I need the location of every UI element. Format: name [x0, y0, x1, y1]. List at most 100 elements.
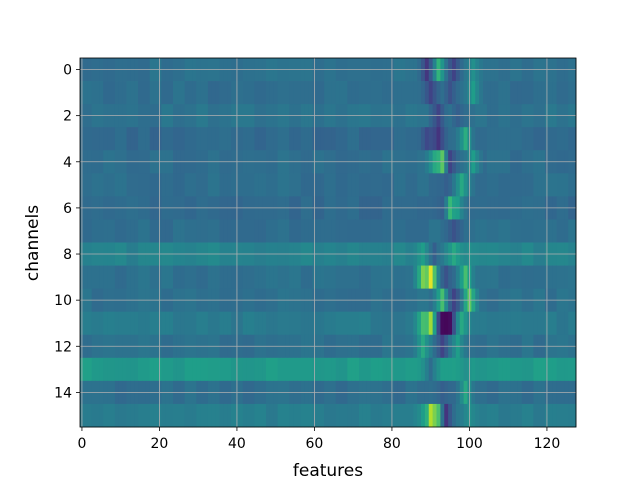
heatmap-cell [452, 311, 457, 336]
heatmap-cell [436, 219, 441, 243]
heatmap-cell [471, 311, 476, 336]
heatmap-cell [130, 403, 135, 428]
heatmap-cell [393, 81, 399, 105]
heatmap-cell [417, 265, 422, 290]
heatmap-cell [440, 357, 445, 382]
heatmap-cell [440, 81, 445, 105]
heatmap-cell [277, 265, 282, 290]
heatmap-cell [304, 311, 310, 336]
heatmap-cell [107, 311, 112, 336]
heatmap-cell [328, 357, 333, 382]
heatmap-cell [169, 127, 174, 151]
heatmap-cell [359, 357, 364, 382]
heatmap-cell [130, 81, 135, 105]
heatmap-cell [506, 81, 511, 105]
heatmap-cell [366, 311, 372, 336]
heatmap-cell [459, 403, 465, 428]
heatmap-cell [572, 173, 577, 197]
heatmap-cell [95, 403, 100, 428]
heatmap-cell [328, 311, 333, 336]
heatmap-cell [238, 311, 244, 336]
heatmap-cell [320, 403, 325, 428]
heatmap-cell [525, 403, 530, 428]
heatmap-cell [568, 81, 573, 105]
heatmap-cell [529, 173, 534, 197]
heatmap-cell [207, 311, 213, 336]
heatmap-cell [142, 173, 147, 197]
heatmap-cell [281, 265, 286, 290]
heatmap-cell [95, 127, 100, 151]
heatmap-cell [173, 127, 178, 151]
heatmap-cell [525, 173, 530, 197]
heatmap-cell [269, 265, 275, 290]
heatmap-cell [494, 265, 499, 290]
heatmap-cell [316, 311, 321, 336]
heatmap-cell [227, 219, 232, 243]
heatmap-cell [475, 81, 480, 105]
heatmap-cell [142, 403, 147, 428]
heatmap-cell [223, 403, 228, 428]
heatmap-cell [424, 311, 430, 336]
heatmap-cell [440, 219, 445, 243]
heatmap-cell [173, 403, 178, 428]
heatmap-cell [223, 311, 228, 336]
heatmap-cell [196, 127, 201, 151]
heatmap-cell [479, 403, 484, 428]
heatmap-cell [196, 219, 201, 243]
heatmap-cell [552, 403, 558, 428]
heatmap-cell [192, 311, 197, 336]
heatmap-cell [83, 357, 89, 382]
heatmap-cell [215, 81, 220, 105]
heatmap-cell [432, 403, 437, 428]
heatmap-cell [196, 173, 201, 197]
heatmap-cell [502, 265, 507, 290]
heatmap-cell [91, 81, 96, 105]
heatmap-cell [366, 357, 372, 382]
heatmap-cell [552, 127, 558, 151]
heatmap-cell [463, 311, 468, 336]
heatmap-cell [215, 403, 220, 428]
heatmap-cell [370, 403, 375, 428]
heatmap-cell [355, 127, 360, 151]
heatmap-cell [266, 357, 271, 382]
heatmap-cell [498, 81, 503, 105]
heatmap-cell [107, 403, 112, 428]
heatmap-cell [173, 357, 178, 382]
heatmap-cell [242, 127, 248, 151]
heatmap-cell [479, 219, 484, 243]
y-tick-label: 14 [54, 385, 72, 401]
heatmap-cell [242, 173, 248, 197]
heatmap-cell [165, 81, 170, 105]
heatmap-cell [145, 311, 151, 336]
heatmap-cell [510, 173, 515, 197]
heatmap-cell [537, 219, 542, 243]
heatmap-cell [324, 265, 329, 290]
heatmap-cell [134, 127, 139, 151]
heatmap-cell [87, 173, 93, 197]
heatmap-cell [463, 265, 468, 290]
heatmap-cell [521, 403, 527, 428]
heatmap-cell [118, 403, 124, 428]
heatmap-cell [111, 173, 116, 197]
heatmap-cell [207, 265, 213, 290]
heatmap-cell [556, 265, 561, 290]
heatmap-cell [382, 81, 387, 105]
heatmap-cell [273, 127, 279, 151]
heatmap-cell [564, 81, 569, 105]
heatmap-cell [405, 127, 410, 151]
heatmap-cell [269, 311, 275, 336]
heatmap-cell [564, 311, 569, 336]
heatmap-cell [192, 403, 197, 428]
heatmap-cell [149, 81, 155, 105]
heatmap-cell [219, 219, 224, 243]
heatmap-cell [382, 219, 387, 243]
heatmap-cell [165, 403, 170, 428]
heatmap-cell [374, 81, 379, 105]
heatmap-cell [207, 219, 213, 243]
heatmap-cell [556, 173, 561, 197]
heatmap-cell [328, 81, 333, 105]
heatmap-cell [138, 127, 143, 151]
heatmap-cell [103, 127, 108, 151]
heatmap-cell [266, 403, 271, 428]
heatmap-cell [378, 81, 383, 105]
